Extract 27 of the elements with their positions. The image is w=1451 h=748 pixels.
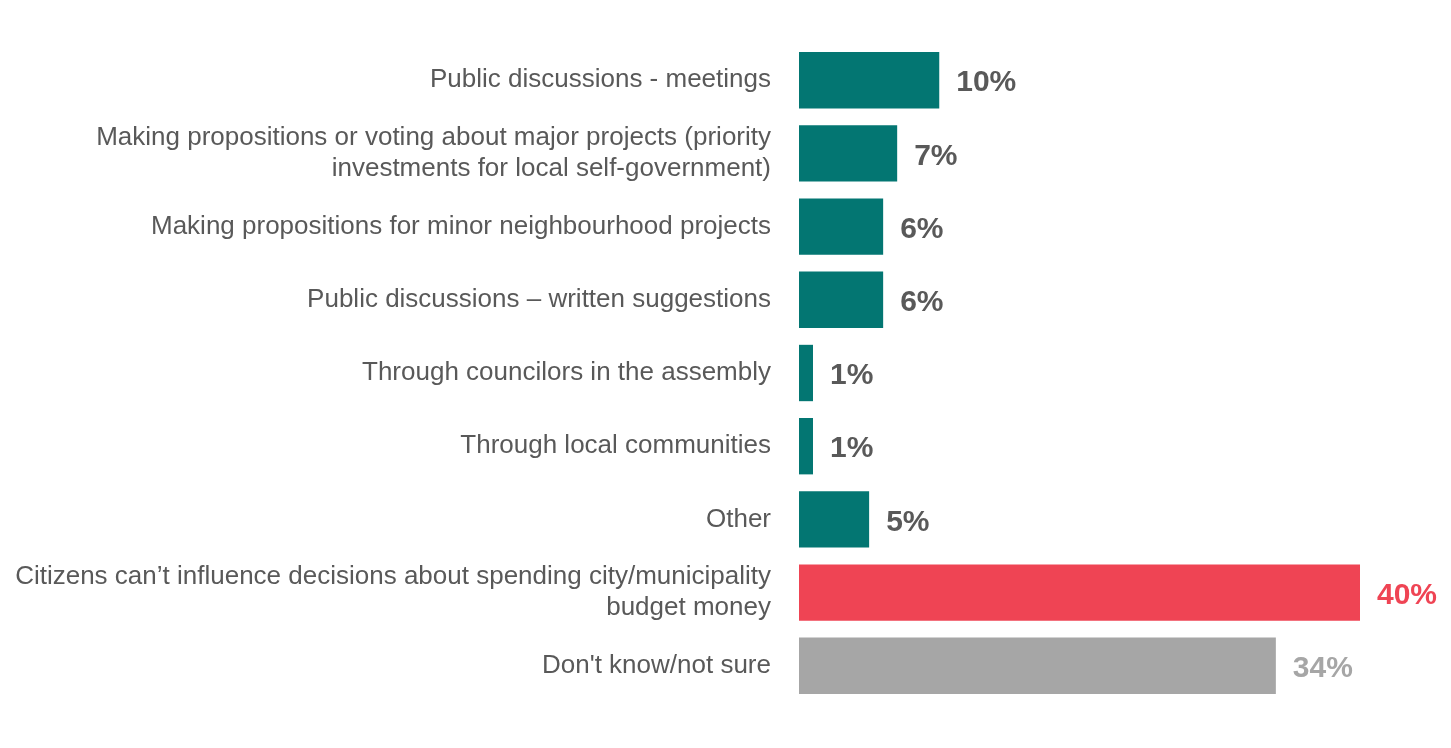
- bar: [799, 198, 884, 255]
- y-tick-label: Making propositions for minor neighbourhood projects: [150, 209, 771, 240]
- y-tick-label: Citizens can’t influence decisions about spending city/municipality budget money: [15, 560, 771, 622]
- y-tick-label: Making propositions or voting about major projects (priority investments for local self-government): [96, 120, 771, 183]
- bar: [799, 52, 940, 109]
- y-tick-label: Public discussions – written suggestions: [307, 282, 771, 313]
- data-label: 40%: [1377, 576, 1438, 610]
- data-label: 6%: [900, 210, 944, 244]
- y-tick-label: Public discussions - meetings: [429, 63, 771, 94]
- y-tick-label: Through local communities: [460, 429, 771, 460]
- y-tick-label: Don't know/not sure: [542, 648, 771, 679]
- data-label: 34%: [1292, 650, 1353, 684]
- bar: [799, 418, 814, 475]
- bar: [799, 344, 814, 402]
- y-tick-label: Other: [705, 502, 772, 533]
- data-label: 10%: [956, 64, 1017, 98]
- data-label: 6%: [900, 284, 944, 318]
- bar: [799, 125, 898, 182]
- bar: [799, 564, 1360, 621]
- bar: [799, 637, 1276, 694]
- data-label: 1%: [830, 430, 874, 464]
- bar: [799, 491, 870, 548]
- data-label: 5%: [886, 503, 930, 537]
- data-label: 1%: [830, 357, 874, 391]
- data-label: 7%: [914, 137, 958, 171]
- bar: [799, 271, 884, 328]
- y-tick-label: Through councilors in the assembly: [362, 356, 771, 387]
